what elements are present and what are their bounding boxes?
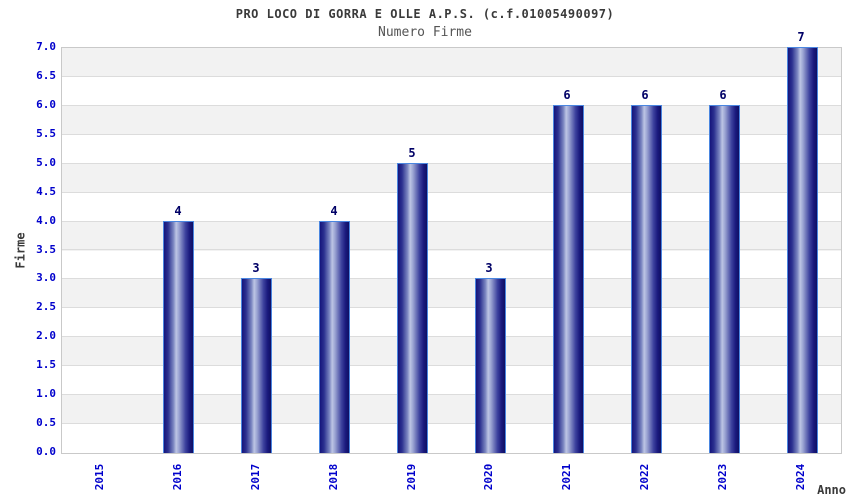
- x-tick-2016: 2016: [171, 463, 184, 491]
- x-tick-2015: 2015: [93, 463, 106, 491]
- y-tick-7.0: 7.0: [36, 40, 56, 53]
- gridline: [62, 278, 841, 279]
- bar-value-2019: 5: [408, 146, 416, 160]
- x-tick-2017: 2017: [249, 463, 262, 491]
- x-tick-2022: 2022: [638, 463, 651, 491]
- chart-title: PRO LOCO DI GORRA E OLLE A.P.S. (c.f.010…: [235, 7, 615, 21]
- plot-area: [61, 47, 842, 454]
- bar-value-2021: 6: [563, 88, 571, 102]
- y-tick-6.0: 6.0: [36, 98, 56, 111]
- bar-2018: [319, 221, 350, 453]
- gridline: [62, 134, 841, 135]
- bar-2024: [787, 47, 818, 453]
- y-tick-2.0: 2.0: [36, 329, 56, 342]
- chart-subtitle: Numero Firme: [378, 25, 472, 40]
- plot-band: [62, 48, 841, 77]
- gridline: [62, 307, 841, 308]
- x-tick-2019: 2019: [405, 463, 418, 491]
- bar-2017: [241, 278, 272, 453]
- x-tick-2020: 2020: [482, 463, 495, 491]
- bar-2022: [631, 105, 662, 453]
- x-tick-2021: 2021: [560, 463, 573, 491]
- gridline: [62, 76, 841, 77]
- gridline: [62, 163, 841, 164]
- bar-value-2018: 4: [330, 204, 338, 218]
- y-tick-3.0: 3.0: [36, 271, 56, 284]
- y-tick-3.5: 3.5: [36, 243, 56, 256]
- y-tick-1.0: 1.0: [36, 387, 56, 400]
- y-tick-4.0: 4.0: [36, 214, 56, 227]
- bar-value-2016: 4: [174, 204, 182, 218]
- gridline: [62, 249, 841, 250]
- bar-2020: [475, 278, 506, 453]
- bar-value-2023: 6: [719, 88, 727, 102]
- y-tick-2.5: 2.5: [36, 300, 56, 313]
- gridline: [62, 192, 841, 193]
- y-tick-0.5: 0.5: [36, 416, 56, 429]
- y-tick-5.0: 5.0: [36, 156, 56, 169]
- x-axis-label: Anno: [817, 483, 846, 497]
- gridline: [62, 394, 841, 395]
- bar-value-2024: 7: [797, 30, 805, 44]
- bar-value-2020: 3: [485, 261, 493, 275]
- bar-2021: [553, 105, 584, 453]
- bar-2019: [397, 163, 428, 453]
- y-tick-0.0: 0.0: [36, 445, 56, 458]
- x-tick-2024: 2024: [794, 463, 807, 491]
- y-tick-1.5: 1.5: [36, 358, 56, 371]
- bar-value-2017: 3: [252, 261, 260, 275]
- y-tick-5.5: 5.5: [36, 127, 56, 140]
- gridline: [62, 221, 841, 222]
- x-tick-2023: 2023: [716, 463, 729, 491]
- bar-value-2022: 6: [641, 88, 649, 102]
- gridline: [62, 423, 841, 424]
- y-tick-6.5: 6.5: [36, 69, 56, 82]
- gridline: [62, 336, 841, 337]
- bar-2016: [163, 221, 194, 453]
- y-tick-4.5: 4.5: [36, 185, 56, 198]
- x-tick-2018: 2018: [327, 463, 340, 491]
- gridline: [62, 105, 841, 106]
- bar-2023: [709, 105, 740, 453]
- gridline: [62, 365, 841, 366]
